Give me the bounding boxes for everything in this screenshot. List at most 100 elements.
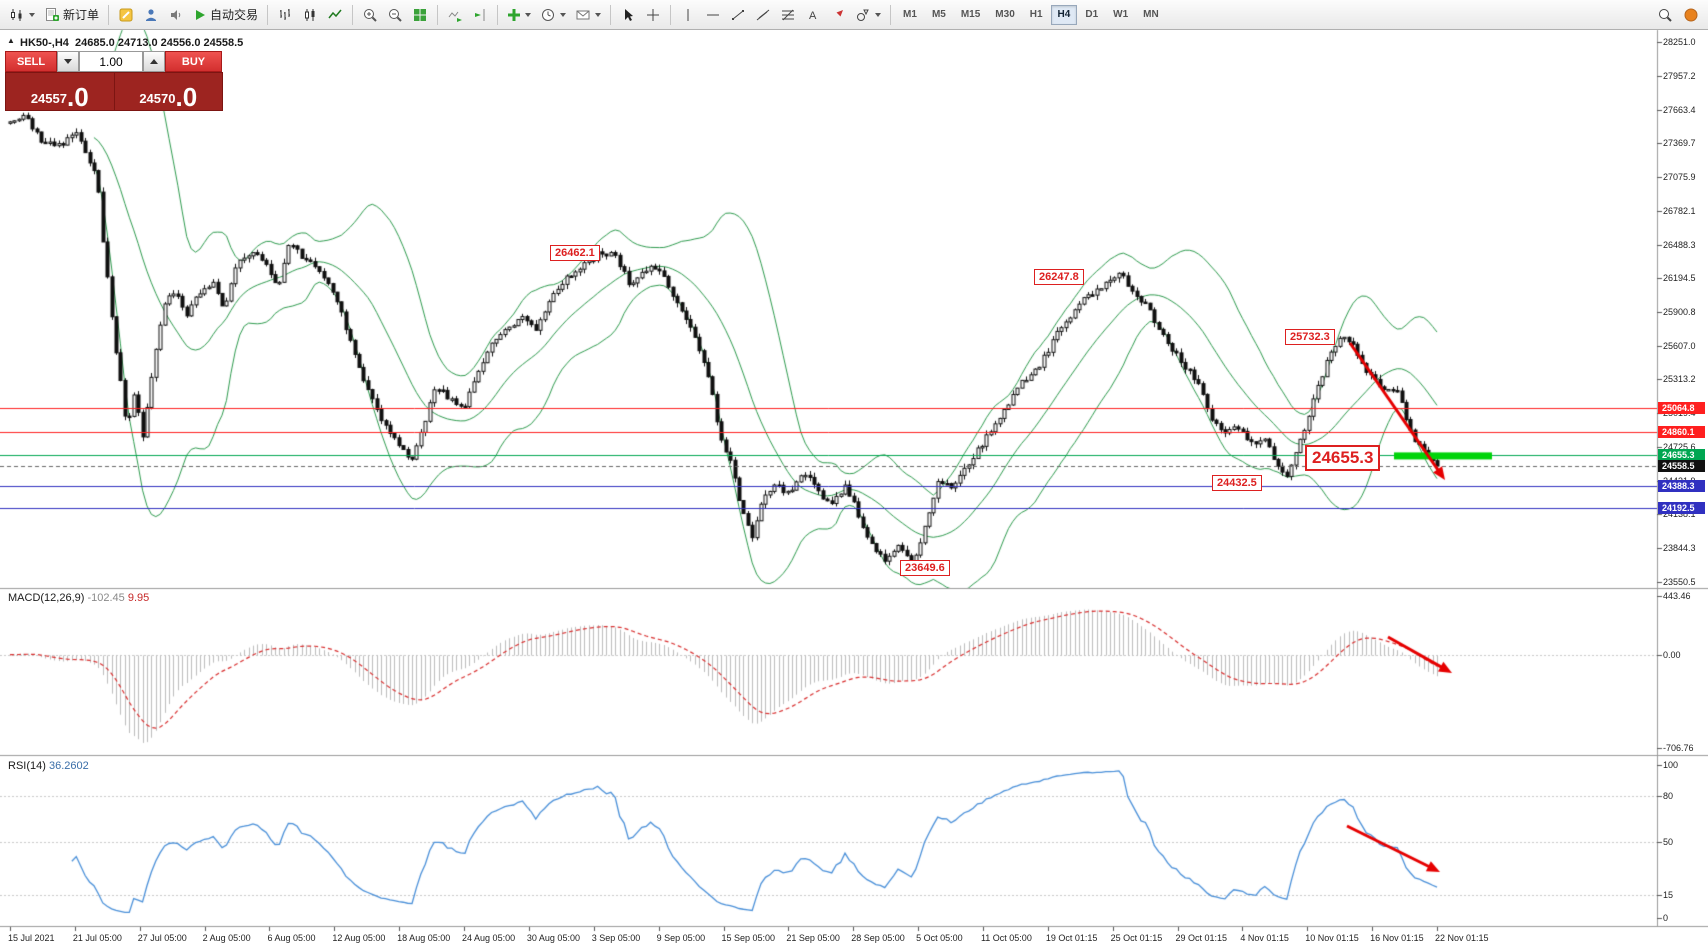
notifications-button[interactable] [164, 3, 188, 27]
lot-increase-button[interactable] [143, 51, 165, 72]
timeframe-m15-button[interactable]: M15 [960, 9, 981, 20]
timeframe-w1-button[interactable]: W1 [1113, 9, 1129, 20]
timeframe-h4-button[interactable]: H4 [1050, 4, 1078, 25]
caret-up-icon [150, 59, 158, 64]
one-click-trade-panel: SELL BUY 24557 .0 24570 .0 [5, 51, 223, 111]
fibonacci-icon [780, 7, 796, 23]
price-callout[interactable]: 23649.6 [900, 560, 950, 576]
timeframe-m30-button[interactable]: M30 [995, 9, 1015, 20]
price-callout[interactable]: 24432.5 [1212, 475, 1262, 491]
text-icon: A [806, 7, 820, 23]
toolbar-separator [610, 4, 612, 25]
candlestick-chart-button[interactable] [298, 3, 322, 27]
candlestick-icon [302, 7, 318, 23]
chart-shift-icon [472, 7, 488, 23]
sell-price-main: 24557 [30, 91, 67, 106]
buy-price-display[interactable]: 24570 .0 [113, 73, 222, 112]
line-chart-icon [327, 7, 343, 23]
sell-price-frac: .0 [66, 82, 89, 112]
new-chart-button[interactable] [5, 3, 39, 27]
trendline-icon [730, 7, 746, 23]
metaeditor-button[interactable] [114, 3, 138, 27]
channel-tool-button[interactable] [751, 3, 775, 27]
market-watch-button[interactable] [139, 3, 163, 27]
toolbar-separator [267, 4, 269, 25]
toolbar-separator [352, 4, 354, 25]
zoom-out-icon [387, 7, 403, 23]
new-order-button[interactable]: 新订单 [40, 3, 103, 27]
periods-button[interactable] [536, 3, 570, 27]
zoom-out-button[interactable] [383, 3, 407, 27]
vertical-line-icon [681, 7, 695, 23]
trendline-tool-button[interactable] [726, 3, 750, 27]
crosshair-icon [645, 7, 661, 23]
new-order-label: 新订单 [63, 8, 100, 22]
templates-button[interactable] [571, 3, 605, 27]
search-button[interactable] [1653, 3, 1677, 27]
toolbar-right-group [1653, 3, 1703, 27]
price-callout[interactable]: 25732.3 [1285, 329, 1335, 345]
arrows-tool-button[interactable] [826, 3, 850, 27]
person-icon [143, 7, 159, 23]
zoom-in-icon [362, 7, 378, 23]
autotrading-label: 自动交易 [210, 8, 259, 22]
horizontal-line-icon [705, 8, 721, 22]
price-callout[interactable]: 26462.1 [550, 245, 600, 261]
fibonacci-tool-button[interactable] [776, 3, 800, 27]
tile-windows-button[interactable] [408, 3, 432, 27]
account-button[interactable] [1679, 3, 1703, 27]
timeframe-h1-button[interactable]: H1 [1029, 9, 1043, 20]
new-order-icon [44, 7, 60, 23]
text-tool-button[interactable]: A [801, 3, 825, 27]
toolbar-separator [497, 4, 499, 25]
toolbar-separator [108, 4, 110, 25]
zoom-in-button[interactable] [358, 3, 382, 27]
buy-price-frac: .0 [175, 82, 198, 112]
toolbar-separator [890, 4, 892, 25]
chevron-down-icon [595, 12, 602, 17]
speaker-icon [168, 7, 184, 23]
shapes-icon [855, 7, 871, 23]
price-callout[interactable]: 24655.3 [1305, 445, 1381, 471]
indicators-button[interactable] [503, 3, 535, 27]
lot-size-input[interactable] [79, 51, 143, 72]
play-icon [193, 8, 207, 22]
sell-price-display[interactable]: 24557 .0 [6, 73, 114, 110]
autotrading-button[interactable]: 自动交易 [189, 3, 262, 27]
buy-price-main: 24570 [139, 91, 176, 106]
buy-button[interactable]: BUY [165, 51, 222, 72]
chevron-down-icon [29, 12, 35, 17]
timeframe-m5-button[interactable]: M5 [931, 9, 946, 20]
timeframe-mn-button[interactable]: MN [1143, 9, 1159, 20]
timeframe-m1-button[interactable]: M1 [903, 9, 917, 20]
toolbar-separator [437, 4, 439, 25]
timeframe-d1-button[interactable]: D1 [1085, 9, 1099, 20]
metaeditor-icon [118, 7, 134, 23]
main-toolbar: 新订单 自动交易 A [0, 0, 1708, 30]
auto-scroll-button[interactable] [443, 3, 467, 27]
cursor-tool-button[interactable] [616, 3, 640, 27]
tile-windows-icon [412, 7, 428, 23]
price-callout[interactable]: 26247.8 [1034, 269, 1084, 285]
account-badge-icon [1683, 7, 1699, 23]
crosshair-tool-button[interactable] [641, 3, 665, 27]
lot-decrease-button[interactable] [57, 51, 79, 72]
toolbar-separator [670, 4, 672, 25]
line-chart-button[interactable] [323, 3, 347, 27]
bar-chart-icon [277, 7, 293, 23]
chevron-down-icon [875, 12, 882, 17]
cursor-icon [620, 7, 636, 23]
svg-text:A: A [809, 10, 817, 22]
channel-icon [755, 7, 771, 23]
bar-chart-button[interactable] [273, 3, 297, 27]
one-click-collapse-icon[interactable]: ▲ [7, 36, 15, 45]
chart-shift-button[interactable] [468, 3, 492, 27]
search-icon [1657, 7, 1673, 23]
new-chart-icon [9, 7, 25, 23]
horizontal-line-tool-button[interactable] [701, 3, 725, 27]
vertical-line-tool-button[interactable] [676, 3, 700, 27]
shapes-tool-button[interactable] [851, 3, 885, 27]
sell-button[interactable]: SELL [5, 51, 57, 72]
